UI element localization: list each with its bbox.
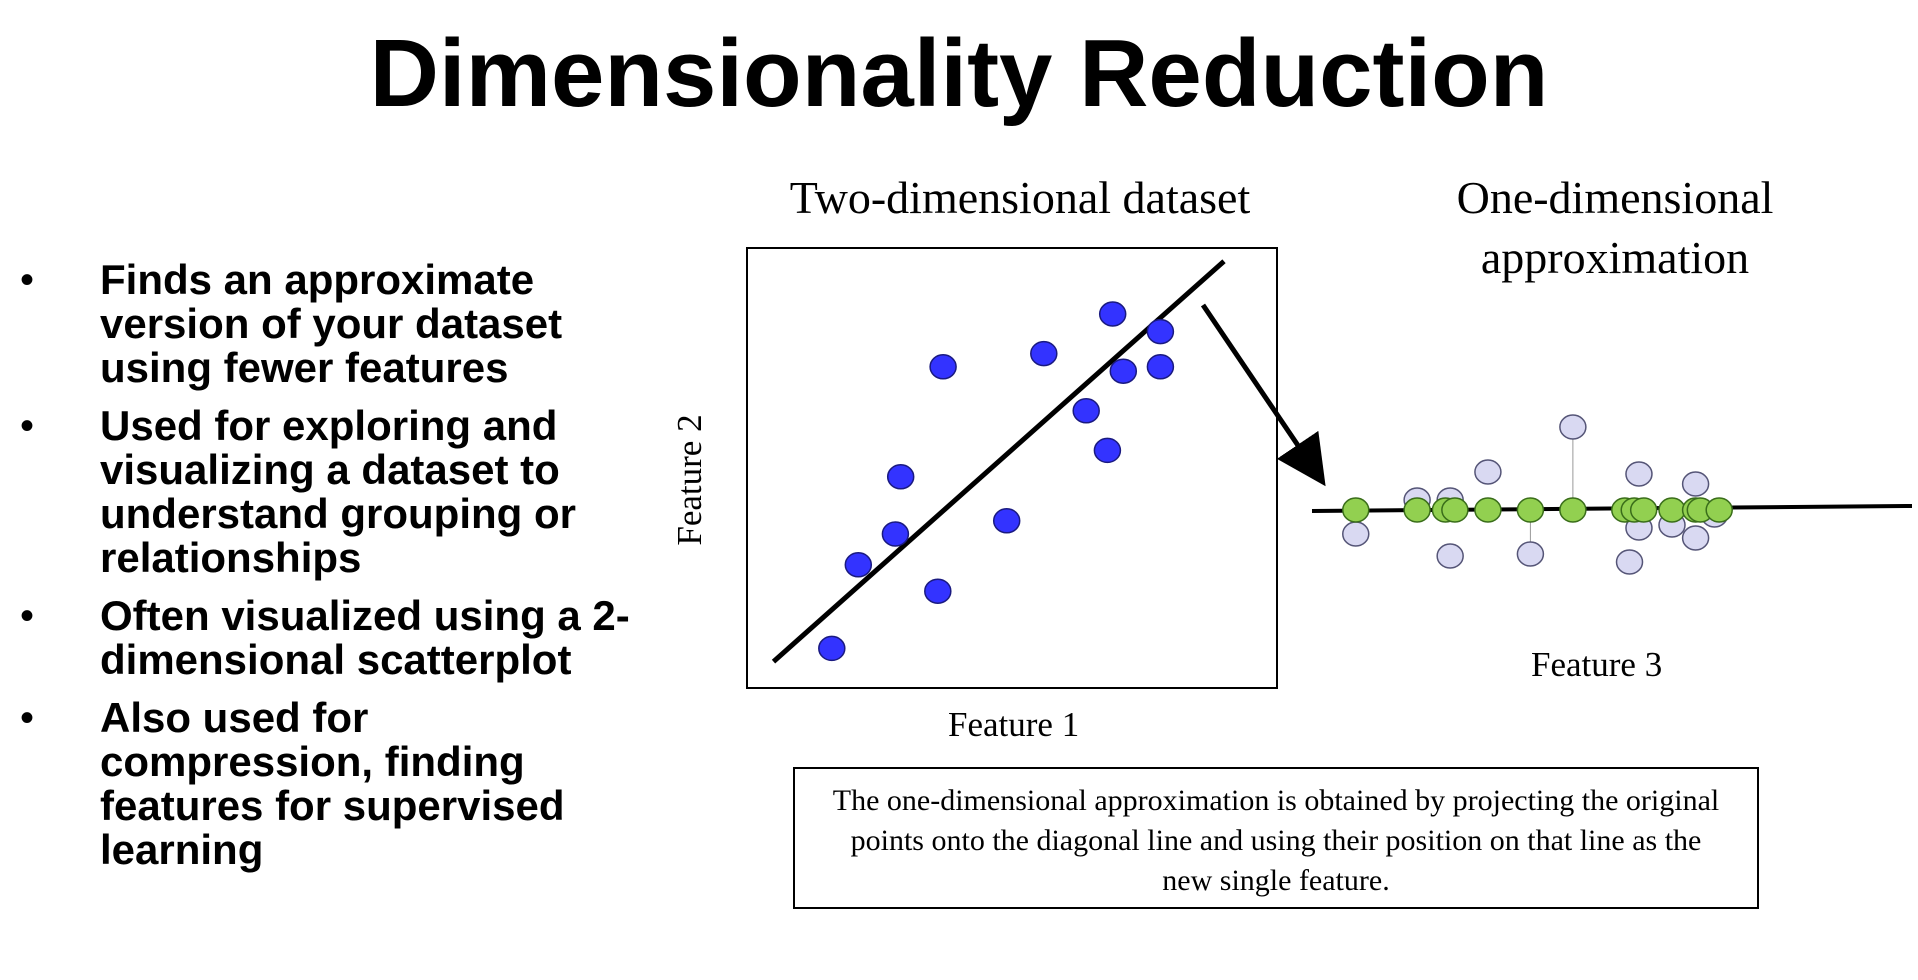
bullet-item: • Also used for compression, finding feat…	[20, 696, 640, 872]
bullet-dot: •	[20, 404, 35, 448]
bullet-list: • Finds an approximate version of your da…	[20, 258, 640, 886]
original-point	[1516, 541, 1545, 567]
data-point	[844, 552, 873, 578]
bullet-text: Often visualized using a 2-dimensional s…	[100, 592, 630, 683]
data-point	[992, 508, 1021, 534]
projected-point	[1559, 497, 1587, 523]
projected-point	[1474, 497, 1502, 523]
bullet-text: Finds an approximate version of your dat…	[100, 256, 563, 391]
data-point	[1109, 358, 1138, 384]
slide-title: Dimensionality Reduction	[369, 20, 1549, 127]
projection-arrow-icon	[1200, 303, 1326, 487]
bullet-text: Also used for compression, finding featu…	[100, 694, 565, 873]
data-point	[1146, 354, 1175, 380]
data-point	[1146, 318, 1175, 345]
data-point	[886, 464, 915, 490]
projected-point	[1629, 497, 1658, 523]
data-point	[1093, 437, 1122, 464]
original-point	[1681, 471, 1710, 497]
explanation-caption: The one-dimensional approximation is obt…	[793, 767, 1759, 909]
data-point	[929, 354, 957, 380]
bullet-text: Used for exploring and visualizing a dat…	[100, 402, 576, 581]
original-point	[1474, 459, 1502, 485]
scatter-2d-frame	[746, 247, 1278, 689]
data-point	[1098, 301, 1127, 327]
original-point	[1342, 521, 1370, 547]
feature-1-label: Feature 1	[948, 705, 1080, 744]
bullet-dot: •	[20, 594, 35, 638]
original-point	[1559, 414, 1587, 440]
scatter-2d-title: Two-dimensional dataset	[789, 172, 1251, 223]
bullet-item: • Finds an approximate version of your da…	[20, 258, 640, 390]
bullet-dot: •	[20, 696, 35, 740]
bullet-item: • Used for exploring and visualizing a da…	[20, 404, 640, 580]
original-point	[1436, 543, 1464, 569]
projected-point	[1441, 497, 1469, 523]
original-point	[1615, 549, 1644, 575]
data-point	[881, 521, 910, 547]
data-point	[924, 578, 952, 604]
projected-point	[1516, 497, 1545, 523]
data-point	[1030, 340, 1058, 367]
scatter-2d-marks	[771, 259, 1226, 664]
projected-point	[1705, 497, 1733, 523]
scatter-1d-marks	[1311, 414, 1913, 575]
data-point	[1072, 398, 1100, 424]
feature-3-label: Feature 3	[1531, 645, 1663, 684]
projected-point	[1342, 497, 1370, 523]
projected-point	[1658, 497, 1686, 523]
scatter-1d-title: One-dimensional approximation	[1456, 172, 1774, 283]
data-point	[818, 635, 846, 662]
projected-point	[1403, 497, 1431, 523]
bullet-item: • Often visualized using a 2-dimensional …	[20, 594, 640, 682]
original-point	[1625, 461, 1653, 487]
original-point	[1681, 525, 1710, 551]
bullet-dot: •	[20, 258, 35, 302]
